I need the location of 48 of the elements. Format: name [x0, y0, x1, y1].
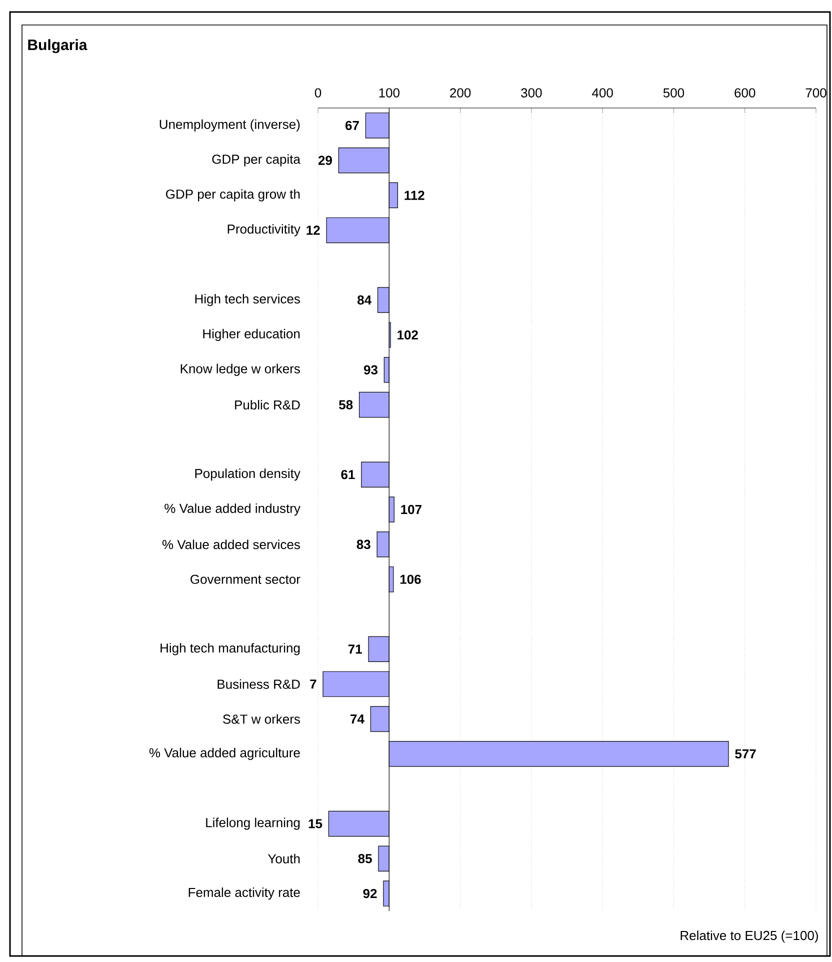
y-tick-label: % Value added services	[162, 540, 300, 550]
data-label: 74	[350, 714, 364, 724]
y-tick-label: S&T w orkers	[223, 714, 300, 724]
y-tick-label: Lifelong learning	[206, 818, 300, 830]
data-label: 67	[345, 120, 359, 130]
x-tick-label: 400	[592, 88, 613, 98]
data-label: 102	[398, 330, 418, 340]
data-label: 61	[341, 470, 355, 480]
y-tick-label: Government sector	[190, 574, 300, 584]
y-tick-label: Unemployment (inverse)	[160, 119, 300, 132]
y-tick-label: Youth	[268, 854, 300, 864]
y-tick-label: GDP per capita grow th	[166, 189, 300, 202]
data-label: 577	[735, 749, 756, 758]
text: Relative to EU25 (=100)	[680, 930, 818, 943]
y-tick-label: Productivitity	[228, 224, 300, 236]
x-tick-label: 0	[314, 88, 322, 98]
data-label: 71	[348, 644, 362, 654]
data-label: 12	[306, 226, 320, 235]
data-label: 92	[363, 888, 377, 898]
x-tick-label: 600	[734, 88, 756, 98]
data-label: 112	[404, 190, 424, 200]
y-tick-label: High tech manufacturing	[160, 643, 300, 656]
data-label: 93	[364, 365, 378, 374]
x-tick-label: 200	[450, 88, 471, 98]
data-label: 58	[339, 400, 353, 410]
y-tick-label: % Value added agriculture	[149, 748, 300, 760]
data-label: 15	[308, 819, 322, 828]
data-label: 29	[318, 156, 332, 165]
y-tick-label: Public R&D	[235, 400, 300, 410]
data-label: 84	[358, 295, 372, 305]
data-label: 7	[310, 680, 316, 689]
x-tick-label: 100	[379, 88, 400, 98]
data-label: 85	[358, 854, 372, 864]
data-label: 107	[401, 504, 422, 514]
x-tick-label: 700	[806, 88, 826, 98]
y-tick-label: High tech services	[195, 294, 300, 306]
y-tick-label: % Value added industry	[164, 503, 300, 516]
x-tick-label: 500	[663, 88, 684, 98]
y-tick-label: Female activity rate	[188, 887, 300, 900]
x-tick-label: 300	[521, 88, 542, 98]
data-label: 83	[356, 540, 370, 550]
y-tick-label: Know ledge w orkers	[180, 364, 300, 376]
data-label: 106	[400, 574, 421, 584]
y-tick-label: Business R&D	[218, 679, 300, 689]
y-tick-label: Population density	[195, 468, 300, 481]
text: Bulgaria	[28, 39, 88, 54]
y-tick-label: Higher education	[203, 328, 300, 341]
y-tick-label: GDP per capita	[212, 154, 300, 166]
